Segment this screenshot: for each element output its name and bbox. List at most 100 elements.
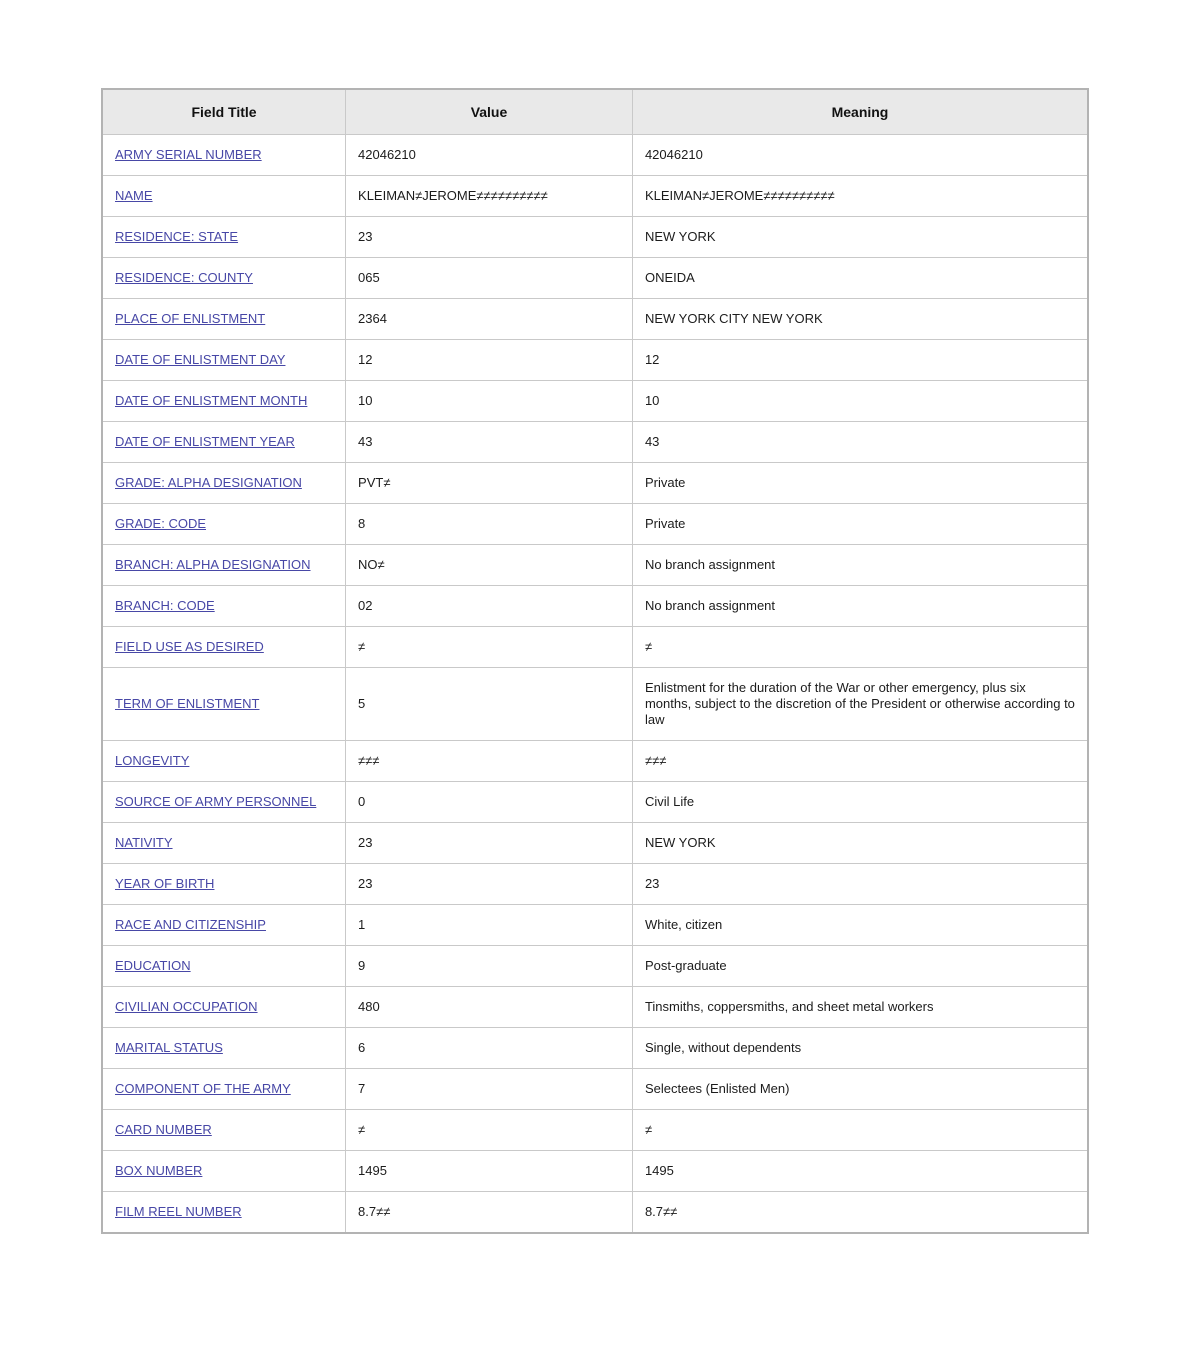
field-title-link[interactable]: NAME bbox=[115, 188, 153, 203]
meaning-cell: 8.7≠≠ bbox=[631, 1191, 1089, 1234]
meaning-cell: White, citizen bbox=[631, 904, 1089, 946]
table-row: NATIVITY 23 NEW YORK bbox=[101, 822, 1089, 864]
field-title-link[interactable]: YEAR OF BIRTH bbox=[115, 876, 215, 891]
field-title-cell: RESIDENCE: COUNTY bbox=[101, 257, 347, 299]
field-title-cell: DATE OF ENLISTMENT DAY bbox=[101, 339, 347, 381]
field-title-cell: DATE OF ENLISTMENT YEAR bbox=[101, 421, 347, 463]
field-title-link[interactable]: GRADE: ALPHA DESIGNATION bbox=[115, 475, 302, 490]
column-header-field-title: Field Title bbox=[101, 88, 347, 135]
field-title-cell: FIELD USE AS DESIRED bbox=[101, 626, 347, 668]
field-title-link[interactable]: SOURCE OF ARMY PERSONNEL bbox=[115, 794, 317, 809]
field-title-cell: MARITAL STATUS bbox=[101, 1027, 347, 1069]
field-title-link[interactable]: EDUCATION bbox=[115, 958, 191, 973]
meaning-cell: 43 bbox=[631, 421, 1089, 463]
table-row: RESIDENCE: STATE 23 NEW YORK bbox=[101, 216, 1089, 258]
table-row: TERM OF ENLISTMENT 5 Enlistment for the … bbox=[101, 667, 1089, 741]
field-title-link[interactable]: DATE OF ENLISTMENT MONTH bbox=[115, 393, 308, 408]
table-row: FIELD USE AS DESIRED ≠ ≠ bbox=[101, 626, 1089, 668]
field-title-link[interactable]: DATE OF ENLISTMENT YEAR bbox=[115, 434, 295, 449]
table-row: YEAR OF BIRTH 23 23 bbox=[101, 863, 1089, 905]
table-row: ARMY SERIAL NUMBER 42046210 42046210 bbox=[101, 134, 1089, 176]
meaning-cell: NEW YORK bbox=[631, 216, 1089, 258]
table-row: CIVILIAN OCCUPATION 480 Tinsmiths, coppe… bbox=[101, 986, 1089, 1028]
value-cell: 10 bbox=[345, 380, 633, 422]
field-title-cell: RACE AND CITIZENSHIP bbox=[101, 904, 347, 946]
field-title-link[interactable]: FIELD USE AS DESIRED bbox=[115, 639, 264, 654]
meaning-cell: 42046210 bbox=[631, 134, 1089, 176]
value-cell: ≠ bbox=[345, 1109, 633, 1151]
value-cell: 23 bbox=[345, 216, 633, 258]
meaning-cell: Single, without dependents bbox=[631, 1027, 1089, 1069]
field-title-link[interactable]: PLACE OF ENLISTMENT bbox=[115, 311, 266, 326]
meaning-cell: KLEIMAN≠JEROME≠≠≠≠≠≠≠≠≠≠ bbox=[631, 175, 1089, 217]
value-cell: ≠≠≠ bbox=[345, 740, 633, 782]
value-cell: 23 bbox=[345, 863, 633, 905]
field-title-link[interactable]: RESIDENCE: COUNTY bbox=[115, 270, 253, 285]
field-title-link[interactable]: ARMY SERIAL NUMBER bbox=[115, 147, 262, 162]
field-title-cell: FILM REEL NUMBER bbox=[101, 1191, 347, 1234]
meaning-cell: 12 bbox=[631, 339, 1089, 381]
field-title-link[interactable]: FILM REEL NUMBER bbox=[115, 1204, 242, 1219]
table-row: DATE OF ENLISTMENT YEAR 43 43 bbox=[101, 421, 1089, 463]
field-title-cell: EDUCATION bbox=[101, 945, 347, 987]
record-table: Field Title Value Meaning ARMY SERIAL NU… bbox=[101, 88, 1089, 1234]
field-title-link[interactable]: CARD NUMBER bbox=[115, 1122, 212, 1137]
field-title-cell: GRADE: CODE bbox=[101, 503, 347, 545]
field-title-cell: CARD NUMBER bbox=[101, 1109, 347, 1151]
field-title-link[interactable]: NATIVITY bbox=[115, 835, 173, 850]
table-row: GRADE: CODE 8 Private bbox=[101, 503, 1089, 545]
field-title-cell: PLACE OF ENLISTMENT bbox=[101, 298, 347, 340]
field-title-link[interactable]: COMPONENT OF THE ARMY bbox=[115, 1081, 291, 1096]
value-cell: 8.7≠≠ bbox=[345, 1191, 633, 1234]
field-title-cell: BOX NUMBER bbox=[101, 1150, 347, 1192]
value-cell: NO≠ bbox=[345, 544, 633, 586]
table-row: FILM REEL NUMBER 8.7≠≠ 8.7≠≠ bbox=[101, 1191, 1089, 1234]
table-row: SOURCE OF ARMY PERSONNEL 0 Civil Life bbox=[101, 781, 1089, 823]
table-row: PLACE OF ENLISTMENT 2364 NEW YORK CITY N… bbox=[101, 298, 1089, 340]
value-cell: 12 bbox=[345, 339, 633, 381]
table-row: LONGEVITY ≠≠≠ ≠≠≠ bbox=[101, 740, 1089, 782]
meaning-cell: NEW YORK CITY NEW YORK bbox=[631, 298, 1089, 340]
field-title-link[interactable]: BRANCH: CODE bbox=[115, 598, 215, 613]
value-cell: 9 bbox=[345, 945, 633, 987]
value-cell: 480 bbox=[345, 986, 633, 1028]
value-cell: ≠ bbox=[345, 626, 633, 668]
field-title-cell: NATIVITY bbox=[101, 822, 347, 864]
column-header-value: Value bbox=[345, 88, 633, 135]
meaning-cell: Post-graduate bbox=[631, 945, 1089, 987]
field-title-link[interactable]: TERM OF ENLISTMENT bbox=[115, 696, 260, 711]
value-cell: 42046210 bbox=[345, 134, 633, 176]
meaning-cell: 10 bbox=[631, 380, 1089, 422]
value-cell: 1495 bbox=[345, 1150, 633, 1192]
field-title-link[interactable]: GRADE: CODE bbox=[115, 516, 207, 531]
table-row: DATE OF ENLISTMENT DAY 12 12 bbox=[101, 339, 1089, 381]
field-title-cell: SOURCE OF ARMY PERSONNEL bbox=[101, 781, 347, 823]
table-row: GRADE: ALPHA DESIGNATION PVT≠ Private bbox=[101, 462, 1089, 504]
field-title-link[interactable]: BOX NUMBER bbox=[115, 1163, 203, 1178]
table-row: RACE AND CITIZENSHIP 1 White, citizen bbox=[101, 904, 1089, 946]
field-title-cell: NAME bbox=[101, 175, 347, 217]
field-title-cell: COMPONENT OF THE ARMY bbox=[101, 1068, 347, 1110]
field-title-link[interactable]: LONGEVITY bbox=[115, 753, 190, 768]
table-row: EDUCATION 9 Post-graduate bbox=[101, 945, 1089, 987]
table-body: ARMY SERIAL NUMBER 42046210 42046210 NAM… bbox=[101, 134, 1089, 1234]
field-title-link[interactable]: DATE OF ENLISTMENT DAY bbox=[115, 352, 286, 367]
value-cell: 2364 bbox=[345, 298, 633, 340]
field-title-cell: GRADE: ALPHA DESIGNATION bbox=[101, 462, 347, 504]
value-cell: 8 bbox=[345, 503, 633, 545]
field-title-cell: LONGEVITY bbox=[101, 740, 347, 782]
field-title-link[interactable]: MARITAL STATUS bbox=[115, 1040, 223, 1055]
field-title-link[interactable]: BRANCH: ALPHA DESIGNATION bbox=[115, 557, 311, 572]
value-cell: 7 bbox=[345, 1068, 633, 1110]
field-title-link[interactable]: RESIDENCE: STATE bbox=[115, 229, 239, 244]
field-title-link[interactable]: RACE AND CITIZENSHIP bbox=[115, 917, 266, 932]
field-title-cell: ARMY SERIAL NUMBER bbox=[101, 134, 347, 176]
field-title-link[interactable]: CIVILIAN OCCUPATION bbox=[115, 999, 258, 1014]
table-row: NAME KLEIMAN≠JEROME≠≠≠≠≠≠≠≠≠≠ KLEIMAN≠JE… bbox=[101, 175, 1089, 217]
meaning-cell: ONEIDA bbox=[631, 257, 1089, 299]
meaning-cell: Selectees (Enlisted Men) bbox=[631, 1068, 1089, 1110]
meaning-cell: 23 bbox=[631, 863, 1089, 905]
meaning-cell: 1495 bbox=[631, 1150, 1089, 1192]
table-row: RESIDENCE: COUNTY 065 ONEIDA bbox=[101, 257, 1089, 299]
